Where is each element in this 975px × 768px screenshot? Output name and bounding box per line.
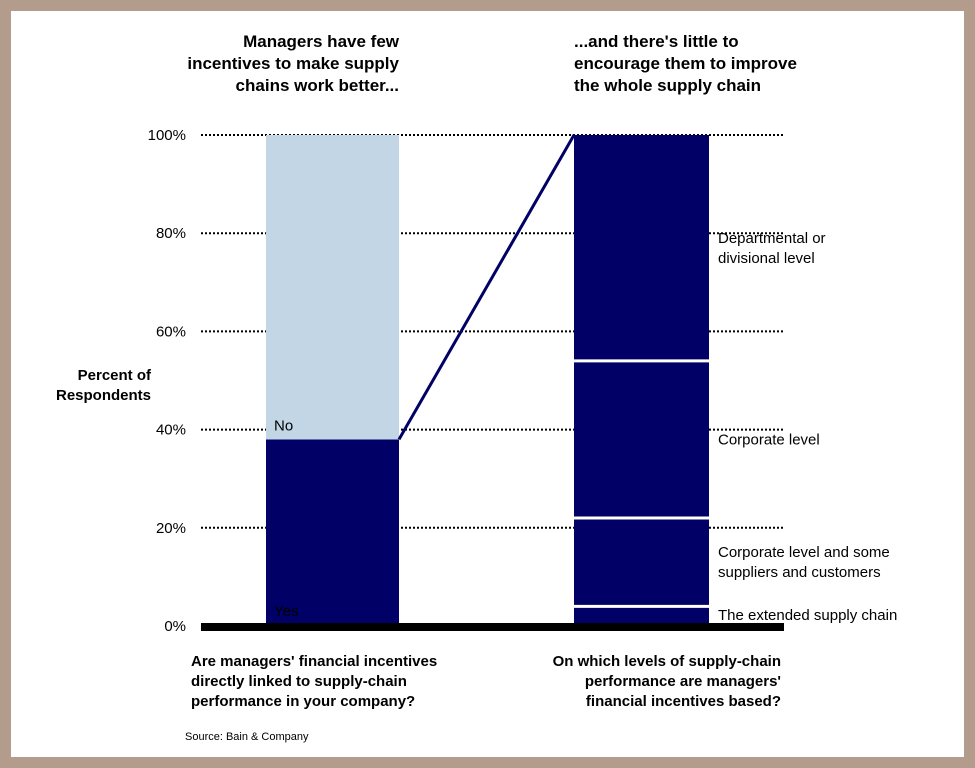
bar2-segment-2 (574, 360, 709, 518)
segment-label-0: The extended supply chain (718, 607, 897, 624)
chart2-title-line: the whole supply chain (574, 76, 761, 95)
segment-label-yes: Yes (274, 603, 298, 620)
segment-label-3: Departmental or (718, 230, 826, 247)
source-note: Source: Bain & Company (185, 731, 309, 743)
chart1-question-line: performance in your company? (191, 693, 415, 710)
chart1-question-line: Are managers' financial incentives (191, 653, 437, 670)
chart2-question-line: financial incentives based? (586, 693, 781, 710)
chart2-question-line: performance are managers' (585, 673, 781, 690)
x-axis-baseline (201, 623, 784, 631)
y-tick-label: 20% (156, 520, 186, 537)
chart: 0% 20% 40% 60% 80% 100% Yes No The extended supp… (56, 32, 897, 710)
segment-label-1: Corporate level and some (718, 544, 890, 561)
connector-line (397, 134, 576, 441)
chart2-title-line: ...and there's little to (574, 32, 739, 51)
bar-segment-yes (266, 439, 399, 626)
chart2-title-line: encourage them to improve (574, 54, 797, 73)
y-tick-label: 100% (148, 127, 186, 144)
bar-segment-no (266, 135, 399, 440)
segment-label-1: suppliers and customers (718, 564, 881, 581)
bar2-segment-0 (574, 606, 709, 626)
segment-label-no: No (274, 417, 293, 434)
segment-label-3: divisional level (718, 250, 815, 267)
y-tick-label: 60% (156, 323, 186, 340)
y-tick-label: 40% (156, 422, 186, 439)
y-axis-label: Respondents (56, 387, 151, 404)
chart1-title-line: incentives to make supply (187, 54, 399, 73)
chart1-title-line: Managers have few (243, 32, 400, 51)
chart-frame: 0% 20% 40% 60% 80% 100% Yes No The extended supp… (11, 11, 964, 757)
segment-label-2: Corporate level (718, 431, 820, 448)
bar2-segment-1 (574, 517, 709, 607)
chart1-question-line: directly linked to supply-chain (191, 673, 407, 690)
y-tick-label: 0% (164, 618, 186, 635)
y-axis-label: Percent of (78, 367, 152, 384)
bar2-segment-3 (574, 135, 709, 361)
y-tick-label: 80% (156, 225, 186, 242)
chart1-title-line: chains work better... (236, 76, 399, 95)
chart2-question-line: On which levels of supply-chain (553, 653, 781, 670)
